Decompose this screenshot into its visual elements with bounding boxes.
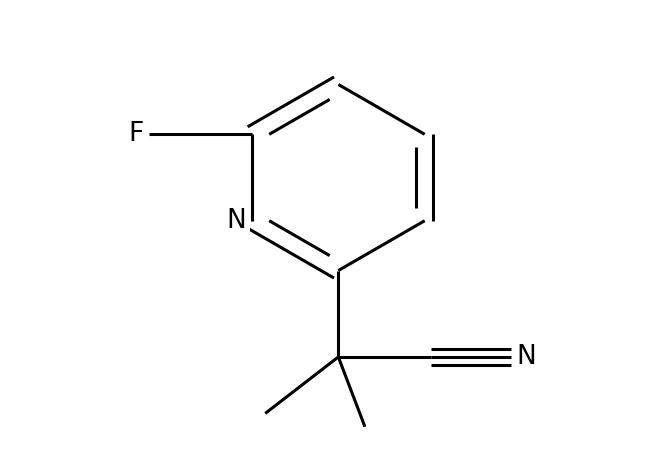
Text: N: N xyxy=(227,208,247,234)
Text: F: F xyxy=(129,121,143,147)
Text: N: N xyxy=(517,344,536,370)
